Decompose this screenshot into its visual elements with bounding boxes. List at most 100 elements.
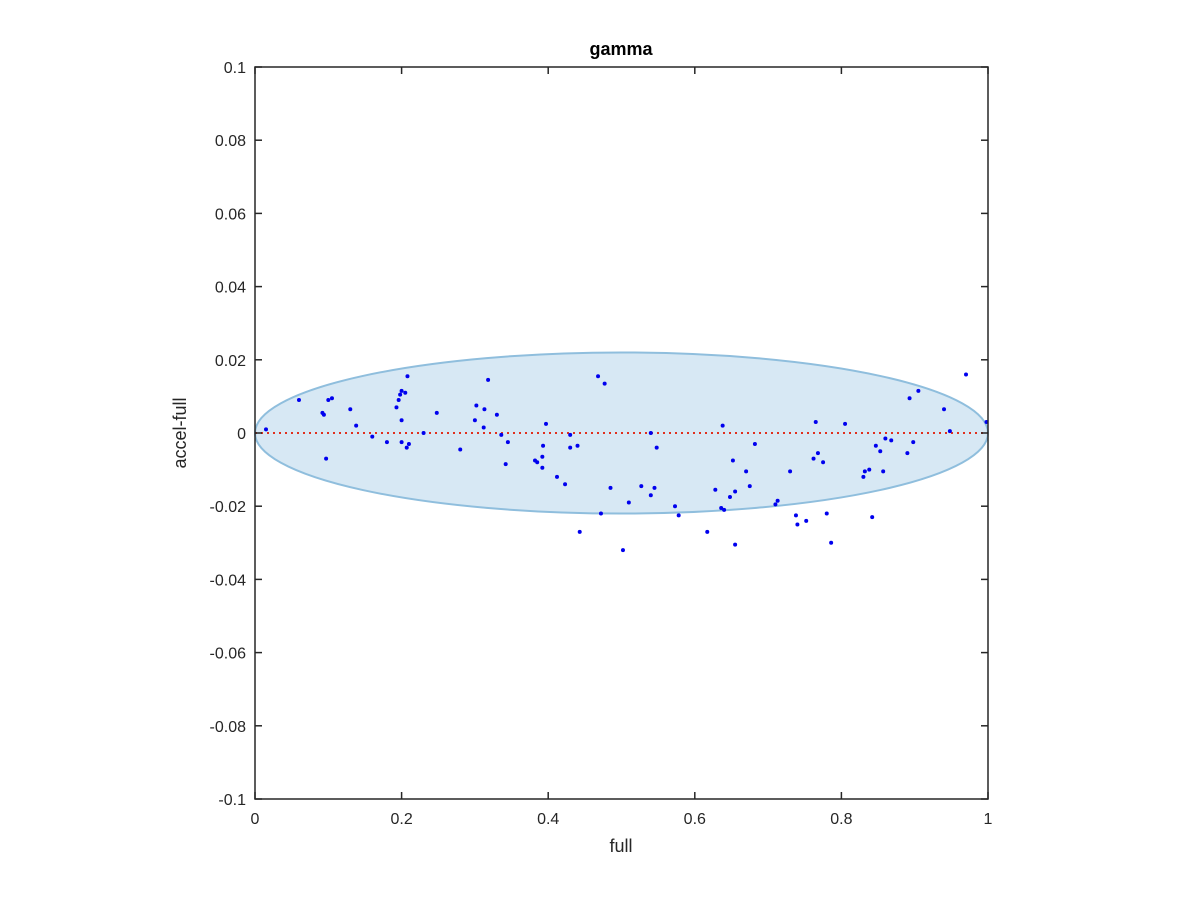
data-point	[321, 412, 326, 417]
data-point	[326, 398, 331, 403]
data-point	[705, 529, 710, 534]
x-axis-label: full	[609, 836, 632, 856]
y-tick-label: 0.04	[215, 280, 246, 297]
data-point	[815, 451, 820, 456]
data-point	[730, 458, 735, 463]
data-point	[596, 374, 601, 379]
data-point	[626, 500, 631, 505]
data-point	[733, 489, 738, 494]
data-point	[398, 392, 403, 397]
x-tick-label: 0.4	[537, 811, 559, 828]
data-point	[481, 425, 486, 430]
data-point	[867, 467, 872, 472]
data-points-layer	[263, 372, 989, 553]
x-axis-ticks: 0 0.2 0.4 0.6 0.8 1	[251, 67, 993, 828]
data-point	[942, 407, 947, 412]
data-point	[370, 434, 375, 439]
data-point	[568, 445, 573, 450]
data-point	[862, 469, 867, 474]
data-point	[405, 374, 410, 379]
data-point	[905, 451, 910, 456]
data-point	[568, 432, 573, 437]
data-point	[964, 372, 969, 377]
y-tick-label: 0.08	[215, 133, 246, 150]
data-point	[535, 460, 540, 465]
data-point	[540, 454, 545, 459]
data-point	[486, 377, 491, 382]
data-point	[394, 405, 399, 410]
data-point	[324, 456, 329, 461]
data-point	[773, 502, 778, 507]
data-point	[795, 522, 800, 527]
data-point	[399, 440, 404, 445]
data-point	[727, 495, 732, 500]
data-point	[505, 440, 510, 445]
data-point	[811, 456, 816, 461]
data-point	[648, 431, 653, 435]
data-point	[575, 443, 580, 448]
data-point	[458, 447, 463, 452]
y-axis-ticks: -0.1 -0.08 -0.06 -0.04 -0.02 0 0.02 0.04 0.06 0.0…	[210, 60, 988, 809]
data-point	[720, 423, 725, 428]
data-point	[881, 469, 886, 474]
data-point	[540, 465, 545, 470]
data-point	[870, 515, 875, 520]
data-point	[602, 381, 607, 386]
y-tick-label: -0.04	[210, 572, 247, 589]
x-tick-label: 0.8	[830, 811, 852, 828]
data-point	[472, 418, 477, 423]
y-axis-label: accel-full	[170, 397, 190, 468]
data-point	[577, 529, 582, 534]
y-tick-label: 0.02	[215, 353, 246, 370]
data-point	[296, 398, 301, 403]
data-point	[654, 445, 659, 450]
y-tick-label: 0.06	[215, 206, 246, 223]
y-tick-label: 0.1	[224, 60, 246, 77]
data-point	[544, 421, 549, 426]
data-point	[648, 493, 653, 498]
data-point	[829, 540, 834, 545]
data-point	[541, 443, 546, 448]
y-tick-label: -0.08	[210, 719, 247, 736]
data-point	[598, 511, 603, 516]
data-point	[911, 440, 916, 445]
data-point	[406, 441, 411, 446]
data-point	[722, 507, 727, 512]
data-point	[713, 487, 718, 492]
data-point	[563, 482, 568, 487]
data-point	[873, 443, 878, 448]
data-point	[907, 396, 912, 401]
y-tick-label: 0	[237, 426, 246, 443]
data-point	[889, 438, 894, 443]
data-point	[719, 506, 724, 511]
y-tick-label: -0.02	[210, 499, 247, 516]
data-point	[652, 485, 657, 490]
data-point	[620, 548, 625, 553]
data-point	[354, 423, 359, 428]
data-point	[804, 518, 809, 523]
data-point	[399, 388, 404, 393]
data-point	[775, 498, 780, 503]
data-point	[639, 484, 644, 489]
data-point	[673, 504, 678, 509]
data-point	[752, 441, 757, 446]
data-point	[399, 418, 404, 423]
chart-title: gamma	[589, 39, 653, 59]
data-point	[329, 396, 334, 401]
data-point	[744, 469, 749, 474]
y-tick-label: -0.06	[210, 646, 247, 663]
data-point	[403, 390, 408, 395]
data-point	[676, 513, 681, 518]
x-tick-label: 0	[251, 811, 260, 828]
data-point	[263, 427, 268, 432]
x-tick-label: 0.6	[684, 811, 706, 828]
data-point	[788, 469, 793, 474]
data-point	[499, 432, 504, 437]
data-point	[348, 407, 353, 412]
data-point	[843, 421, 848, 426]
y-tick-label: -0.1	[218, 792, 246, 809]
data-point	[813, 420, 818, 425]
data-point	[793, 513, 798, 518]
data-point	[947, 429, 952, 434]
